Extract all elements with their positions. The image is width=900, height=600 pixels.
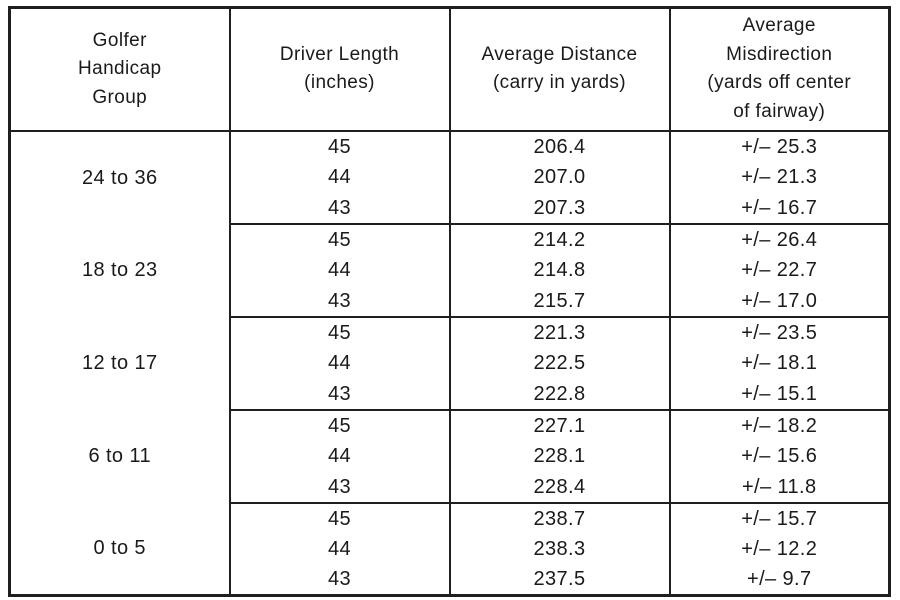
header-line: (inches) <box>304 72 375 94</box>
avg-misdirection-cell: +/– 21.3 <box>668 161 891 193</box>
avg-distance-cell: 228.4 <box>448 471 671 504</box>
avg-distance-cell: 238.3 <box>448 533 671 565</box>
avg-misdirection-cell: +/– 25.3 <box>668 130 891 162</box>
handicap-group-cell: 6 to 11 <box>8 409 231 503</box>
table-row: 44 238.3 +/– 12.2 <box>10 533 891 565</box>
driver-length-cell: 45 <box>228 316 451 348</box>
header-average-distance: Average Distance (carry in yards) <box>448 7 671 132</box>
avg-misdirection-cell: +/– 12.2 <box>668 533 891 565</box>
header-average-misdirection: Average Misdirection (yards off center o… <box>668 7 891 132</box>
avg-distance-cell: 214.8 <box>448 254 671 286</box>
driver-length-cell: 45 <box>228 409 451 441</box>
table-row: 43 228.4 +/– 11.8 <box>10 471 891 504</box>
avg-misdirection-cell: +/– 17.0 <box>668 285 891 318</box>
golfer-driver-length-table: Golfer Handicap Group Driver Length (inc… <box>8 6 891 597</box>
driver-length-cell: 44 <box>228 161 451 193</box>
driver-length-cell: 44 <box>228 440 451 472</box>
avg-misdirection-cell: +/– 16.7 <box>668 192 891 225</box>
driver-length-cell: 43 <box>228 378 451 411</box>
avg-distance-cell: 207.0 <box>448 161 671 193</box>
handicap-group-cell: 18 to 23 <box>8 223 231 317</box>
avg-misdirection-cell: +/– 9.7 <box>668 564 891 597</box>
avg-distance-cell: 228.1 <box>448 440 671 472</box>
avg-distance-cell: 222.8 <box>448 378 671 411</box>
header-line: Average <box>742 15 816 37</box>
table-row: 44 228.1 +/– 15.6 <box>10 440 891 472</box>
driver-length-cell: 44 <box>228 254 451 286</box>
driver-length-cell: 45 <box>228 223 451 255</box>
avg-distance-cell: 222.5 <box>448 347 671 379</box>
avg-misdirection-cell: +/– 15.7 <box>668 502 891 534</box>
header-line: (yards off center <box>707 72 852 94</box>
table-row: 43 215.7 +/– 17.0 <box>10 285 891 318</box>
driver-length-cell: 43 <box>228 471 451 504</box>
avg-distance-cell: 206.4 <box>448 130 671 162</box>
avg-misdirection-cell: +/– 18.2 <box>668 409 891 441</box>
avg-misdirection-cell: +/– 15.1 <box>668 378 891 411</box>
avg-distance-cell: 238.7 <box>448 502 671 534</box>
header-line: Misdirection <box>726 43 833 65</box>
driver-length-cell: 43 <box>228 192 451 225</box>
header-line: of fairway) <box>733 100 826 122</box>
header-driver-length: Driver Length (inches) <box>228 7 451 132</box>
driver-length-cell: 45 <box>228 130 451 162</box>
header-line: Group <box>92 86 148 108</box>
table-row: 44 207.0 +/– 21.3 <box>10 161 891 193</box>
table-row: 12 to 17 45 221.3 +/– 23.5 <box>8 316 891 410</box>
table-row: 24 to 36 45 206.4 +/– 25.3 <box>8 130 891 224</box>
table-row: 0 to 5 45 238.7 +/– 15.7 <box>8 502 891 596</box>
avg-misdirection-cell: +/– 18.1 <box>668 347 891 379</box>
driver-length-cell: 45 <box>228 502 451 534</box>
table-row: 43 222.8 +/– 15.1 <box>10 378 891 411</box>
avg-distance-cell: 207.3 <box>448 192 671 225</box>
handicap-group-cell: 0 to 5 <box>8 502 231 596</box>
avg-distance-cell: 227.1 <box>448 409 671 441</box>
avg-misdirection-cell: +/– 15.6 <box>668 440 891 472</box>
driver-length-cell: 44 <box>228 533 451 565</box>
table-row: 18 to 23 45 214.2 +/– 26.4 <box>8 223 891 317</box>
header-row: Golfer Handicap Group Driver Length (inc… <box>8 7 891 132</box>
driver-length-cell: 44 <box>228 347 451 379</box>
avg-distance-cell: 237.5 <box>448 564 671 597</box>
header-line: Driver Length <box>279 43 400 65</box>
avg-distance-cell: 215.7 <box>448 285 671 318</box>
table-row: 6 to 11 45 227.1 +/– 18.2 <box>8 409 891 503</box>
handicap-group-cell: 24 to 36 <box>8 130 231 224</box>
header-line: (carry in yards) <box>492 72 627 94</box>
avg-misdirection-cell: +/– 23.5 <box>668 316 891 348</box>
avg-misdirection-cell: +/– 22.7 <box>668 254 891 286</box>
driver-length-cell: 43 <box>228 285 451 318</box>
header-line: Golfer <box>92 29 147 51</box>
table-row: 44 214.8 +/– 22.7 <box>10 254 891 286</box>
avg-misdirection-cell: +/– 26.4 <box>668 223 891 255</box>
avg-misdirection-cell: +/– 11.8 <box>668 471 891 504</box>
handicap-group-cell: 12 to 17 <box>8 316 231 410</box>
table-body: 24 to 36 45 206.4 +/– 25.3 44 207.0 +/– … <box>8 130 891 597</box>
driver-length-cell: 43 <box>228 564 451 597</box>
header-golfer-handicap-group: Golfer Handicap Group <box>8 7 231 132</box>
avg-distance-cell: 214.2 <box>448 223 671 255</box>
table-header: Golfer Handicap Group Driver Length (inc… <box>8 7 891 132</box>
table-row: 43 237.5 +/– 9.7 <box>10 564 891 597</box>
avg-distance-cell: 221.3 <box>448 316 671 348</box>
header-line: Average Distance <box>481 43 638 65</box>
table-row: 43 207.3 +/– 16.7 <box>10 192 891 225</box>
table-row: 44 222.5 +/– 18.1 <box>10 347 891 379</box>
header-line: Handicap <box>78 58 162 79</box>
